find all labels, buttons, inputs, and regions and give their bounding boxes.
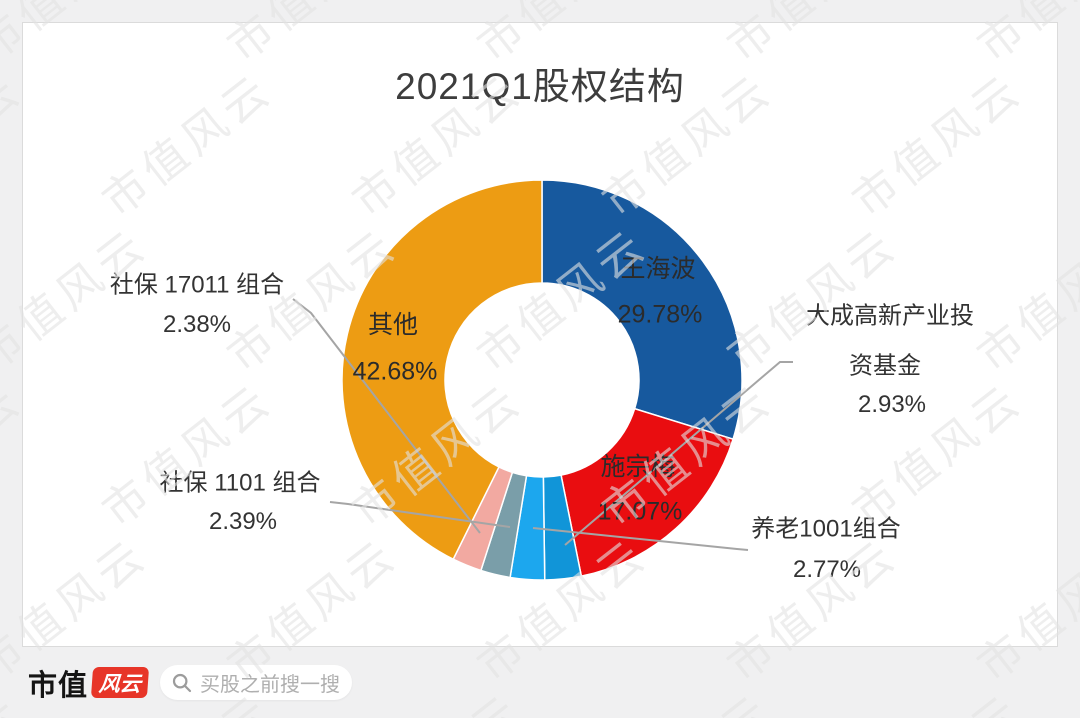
search-placeholder: 买股之前搜一搜 [200,674,341,696]
brand-logo[interactable]: 市值 风云 [28,662,150,704]
label-leader-line-3 [292,298,481,534]
label-leader-line-0 [564,361,793,546]
pie-slice-6[interactable] [341,179,543,561]
label-leader-line-1 [532,527,749,551]
label-leader-line-2 [329,501,511,528]
pie-slice-0[interactable] [541,179,743,441]
search-box[interactable]: 买股之前搜一搜 [160,665,353,700]
search-icon [172,673,192,692]
footer-bar: 市值 风云 买股之前搜一搜 [0,647,1080,718]
chart-title: 2021Q1股权结构 [395,66,685,107]
brand-logo-badge: 风云 [90,667,150,698]
brand-logo-text: 市值 [28,669,89,702]
pie-slice-1[interactable] [560,407,734,577]
